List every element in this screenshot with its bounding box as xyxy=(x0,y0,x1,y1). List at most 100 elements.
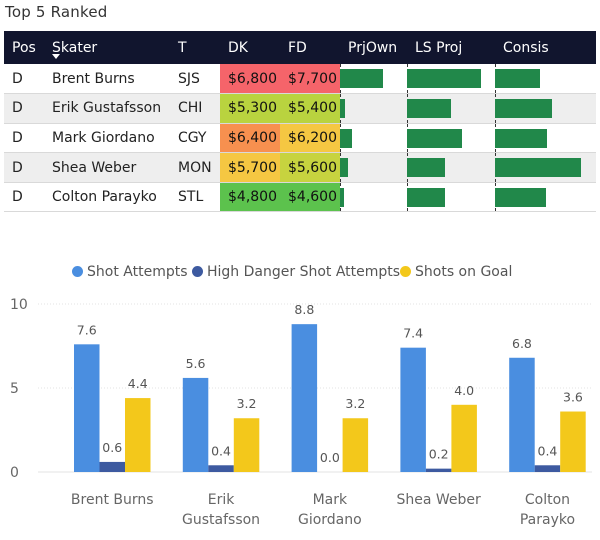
bar-high-danger-shot-attempts xyxy=(99,461,125,472)
x-tick-label: Brent Burns xyxy=(71,492,154,508)
sort-down-icon xyxy=(52,54,60,59)
header-skater-label: Skater xyxy=(52,39,98,56)
shots-bar-chart: 0 5 10 7.6 0.6 4.4 Brent Burns 5.6 0.4 3.2 Erik Gus… xyxy=(10,297,592,528)
header-consis[interactable]: Consis xyxy=(503,39,549,56)
data-label: 4.4 xyxy=(128,376,148,391)
lsproj-bar xyxy=(407,158,445,178)
header-skater[interactable]: Skater xyxy=(44,31,170,64)
header-fd[interactable]: FD xyxy=(288,39,307,56)
data-label: 8.8 xyxy=(294,302,314,317)
x-tick-label: Giordano xyxy=(298,512,362,528)
consis-bar xyxy=(495,158,581,178)
cell-fd: $6,200 xyxy=(280,123,340,153)
cell-team: MON xyxy=(178,159,212,176)
cell-dk: $5,300 xyxy=(220,93,280,124)
table-row[interactable]: D Shea Weber MON $5,700 $5,600 xyxy=(4,152,596,183)
cell-consis xyxy=(495,153,596,183)
header-team[interactable]: T xyxy=(178,39,187,56)
data-label: 0.0 xyxy=(320,450,340,465)
cell-fd: $5,400 xyxy=(280,93,340,124)
data-label: 5.6 xyxy=(186,356,206,371)
cell-team: STL xyxy=(178,189,204,206)
cell-prjown xyxy=(340,182,407,212)
data-label: 7.4 xyxy=(403,326,423,341)
cell-lsproj xyxy=(407,123,495,153)
cell-prjown xyxy=(340,153,407,183)
header-lsproj[interactable]: LS Proj xyxy=(415,39,463,56)
cell-pos: D xyxy=(12,189,23,206)
cell-pos: D xyxy=(12,70,23,87)
table-header-row: Pos Skater T DK FD PrjOwn LS Proj Consis xyxy=(4,31,596,64)
cell-team: SJS xyxy=(178,70,200,87)
cell-pos: D xyxy=(12,159,23,176)
cell-skater: Brent Burns xyxy=(52,70,135,87)
bar-shots-on-goal xyxy=(125,398,151,472)
data-label: 0.6 xyxy=(102,440,122,455)
bar-high-danger-shot-attempts xyxy=(534,465,561,472)
data-label: 7.6 xyxy=(77,322,97,337)
bar-shot-attempts xyxy=(509,357,535,472)
cell-dk: $5,700 xyxy=(220,152,280,183)
header-pos[interactable]: Pos xyxy=(12,39,36,56)
bar-shot-attempts xyxy=(400,347,426,472)
legend-label: Shots on Goal xyxy=(415,264,513,280)
bar-shots-on-goal xyxy=(451,404,477,472)
cell-lsproj xyxy=(407,153,495,183)
bar-shots-on-goal xyxy=(233,418,260,472)
lsproj-bar xyxy=(407,187,445,207)
cell-skater: Colton Parayko xyxy=(52,189,157,206)
legend-dot-icon xyxy=(72,266,83,277)
cell-fd: $4,600 xyxy=(280,182,340,212)
prjown-bar xyxy=(340,69,383,88)
cell-consis xyxy=(495,123,596,153)
bar-shot-attempts xyxy=(291,324,318,472)
consis-bar xyxy=(495,128,547,148)
cell-consis xyxy=(495,64,596,94)
table-row[interactable]: D Erik Gustafsson CHI $5,300 $5,400 xyxy=(4,93,596,124)
cell-team: CHI xyxy=(178,100,203,117)
consis-bar xyxy=(495,69,540,88)
cell-prjown xyxy=(340,123,407,153)
table-row[interactable]: D Mark Giordano CGY $6,400 $6,200 xyxy=(4,123,596,153)
table-row[interactable]: D Colton Parayko STL $4,800 $4,600 xyxy=(4,182,596,212)
data-label: 0.4 xyxy=(538,443,558,458)
page-title: Top 5 Ranked xyxy=(5,3,108,21)
bar-shots-on-goal xyxy=(560,411,586,472)
cell-pos: D xyxy=(12,129,23,146)
data-label: 0.4 xyxy=(211,443,231,458)
x-tick-label: Colton xyxy=(525,492,570,508)
cell-prjown xyxy=(340,94,407,124)
legend-item-shots-on-goal: Shots on Goal xyxy=(400,264,512,280)
bar-shot-attempts xyxy=(74,344,100,472)
bar-high-danger-shot-attempts xyxy=(208,465,234,472)
data-label: 0.2 xyxy=(429,447,449,462)
cell-lsproj xyxy=(407,182,495,212)
x-tick-label: Erik xyxy=(208,492,235,508)
cell-dk: $6,800 xyxy=(220,64,280,94)
header-dk[interactable]: DK xyxy=(228,39,248,56)
cell-dk: $4,800 xyxy=(220,182,280,212)
table-row[interactable]: D Brent Burns SJS $6,800 $7,700 xyxy=(4,64,596,94)
legend-dot-icon xyxy=(192,266,203,277)
consis-bar xyxy=(495,187,546,207)
bar-shot-attempts xyxy=(182,377,209,472)
data-label: 3.2 xyxy=(237,396,257,411)
consis-bar xyxy=(495,99,552,119)
y-tick-label: 0 xyxy=(10,465,19,481)
cell-skater: Erik Gustafsson xyxy=(52,100,162,117)
cell-team: CGY xyxy=(178,129,207,146)
x-tick-label: Parayko xyxy=(520,512,575,528)
x-tick-label: Mark xyxy=(313,492,348,508)
legend-item-high-danger: High Danger Shot Attempts xyxy=(192,264,400,280)
header-prjown[interactable]: PrjOwn xyxy=(348,39,398,56)
cell-consis xyxy=(495,94,596,124)
cell-dk: $6,400 xyxy=(220,123,280,153)
cell-fd: $7,700 xyxy=(280,64,340,94)
y-tick-label: 10 xyxy=(10,297,28,313)
cell-skater: Mark Giordano xyxy=(52,129,155,146)
x-tick-label: Gustafsson xyxy=(182,512,260,528)
prjown-bar xyxy=(340,158,348,178)
data-label: 3.6 xyxy=(563,390,583,405)
legend-dot-icon xyxy=(400,266,411,277)
bar-shots-on-goal xyxy=(342,418,369,472)
